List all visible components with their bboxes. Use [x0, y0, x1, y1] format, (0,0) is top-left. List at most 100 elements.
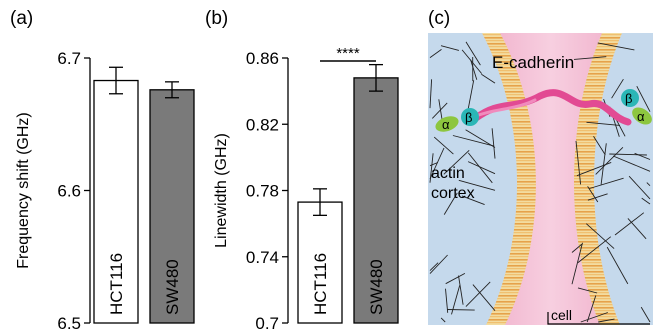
- panel-label-b: (b): [205, 8, 228, 29]
- actin-filaments: [429, 41, 651, 323]
- actin-filament: [429, 49, 442, 58]
- actin-filament: [640, 306, 651, 323]
- chart-frequency-shift: 6.5 6.6 6.7 Frequency shift (GHz) HCT116 SW48…: [15, 49, 195, 333]
- actin-filament: [458, 179, 496, 191]
- actin-filament: [491, 128, 496, 159]
- alpha-label-right: α: [637, 109, 645, 124]
- chart-linewidth: 0.7 0.74 0.78 0.82 0.86 Linewidth (GHz) HCT116…: [213, 45, 399, 333]
- actin-filament: [587, 186, 599, 203]
- actin-filament: [467, 80, 475, 111]
- actin-filament: [586, 121, 621, 126]
- actin-filament: [461, 195, 485, 206]
- bar-hct116: [93, 79, 139, 324]
- actin-filament: [587, 193, 608, 201]
- bar-sw480: [353, 77, 399, 324]
- actin-filament: [571, 243, 583, 253]
- e-cadherin-strand: [472, 89, 632, 126]
- beta-catenin-right: [621, 89, 639, 107]
- actin-filament: [465, 41, 481, 66]
- actin-filament: [598, 318, 615, 323]
- bar-sw480: [149, 89, 195, 324]
- actin-filament: [597, 42, 635, 51]
- actin-filament: [589, 177, 624, 189]
- actin-filament: [641, 197, 651, 205]
- bar-hct116: [297, 201, 343, 324]
- beta-catenin-left: [461, 108, 479, 126]
- actin-filament: [452, 135, 494, 147]
- actin-filament: [461, 49, 483, 74]
- actin-filament: [433, 136, 454, 155]
- actin-filament: [465, 281, 491, 307]
- y-tick-label: 0.82: [246, 115, 279, 134]
- category-label: SW480: [163, 259, 182, 315]
- y-axis-label: Linewidth (GHz): [213, 133, 230, 248]
- e-cadherin-label: E-cadherin: [492, 53, 574, 72]
- scale-label: cell: [551, 307, 572, 323]
- actin-filament: [627, 218, 647, 240]
- y-tick-label: 0.86: [246, 49, 279, 68]
- actin-filament: [458, 275, 464, 305]
- actin-filament: [573, 56, 607, 60]
- actin-filament: [586, 295, 597, 323]
- alpha-catenin-left: [435, 116, 459, 132]
- actin-filament: [585, 223, 615, 249]
- actin-filament: [577, 287, 598, 294]
- actin-filament: [481, 73, 496, 84]
- alpha-catenin-right: [632, 107, 652, 125]
- y-tick-label: 6.7: [57, 49, 81, 68]
- alpha-label-left: α: [442, 117, 450, 132]
- actin-filament: [440, 317, 446, 323]
- actin-filament: [429, 79, 433, 109]
- actin-filament: [443, 149, 470, 175]
- y-tick-label: 0.78: [246, 182, 279, 201]
- actin-filament: [470, 59, 478, 80]
- y-tick-label: 0.74: [246, 248, 279, 267]
- actin-filament: [472, 284, 496, 311]
- y-tick-label: 0.7: [255, 314, 279, 333]
- actin-filament: [613, 155, 651, 172]
- actin-filament: [431, 102, 448, 119]
- actin-filament: [614, 212, 645, 236]
- panel-label-a: (a): [10, 8, 33, 29]
- actin-filament: [611, 78, 624, 99]
- actin-filament: [600, 143, 607, 185]
- actin-filament: [634, 152, 651, 160]
- actin-filament: [429, 254, 448, 274]
- panel-label-c: (c): [428, 8, 450, 29]
- y-tick-label: 6.6: [57, 182, 81, 201]
- actin-filament: [429, 262, 439, 271]
- cell-junction-diagram: α β β α E-cadherin actin cortex cell: [428, 33, 653, 325]
- actin-filament: [467, 152, 493, 184]
- actin-filament: [575, 140, 582, 185]
- actin-cortex-label-1: actin: [431, 165, 465, 182]
- actin-cortex-label-2: cortex: [431, 185, 475, 202]
- actin-filament: [445, 273, 466, 285]
- actin-filament: [443, 192, 458, 215]
- y-tick-label: 6.5: [57, 314, 81, 333]
- actin-filament: [429, 147, 445, 180]
- actin-filament: [593, 135, 606, 156]
- actin-filament: [438, 99, 443, 120]
- category-label: HCT116: [107, 253, 126, 315]
- actin-filament: [646, 182, 651, 187]
- actin-filament: [445, 288, 449, 313]
- actin-filament: [595, 146, 624, 175]
- category-label: SW480: [367, 259, 386, 315]
- significance-stars: ****: [336, 45, 360, 62]
- actin-filament: [447, 309, 475, 311]
- beta-label-left: β: [465, 110, 472, 125]
- actin-filament: [467, 161, 496, 175]
- actin-filament: [440, 45, 460, 51]
- beta-label-right: β: [625, 91, 632, 106]
- actin-filament: [451, 285, 461, 315]
- scale-bar: [547, 312, 650, 325]
- actin-filament: [628, 175, 651, 200]
- category-label: HCT116: [311, 253, 330, 315]
- actin-filament: [606, 246, 629, 285]
- actin-filament: [571, 242, 583, 285]
- actin-filament: [576, 161, 612, 177]
- actin-filament: [429, 162, 438, 167]
- y-axis-label: Frequency shift (GHz): [15, 112, 32, 268]
- actin-filament: [636, 85, 651, 112]
